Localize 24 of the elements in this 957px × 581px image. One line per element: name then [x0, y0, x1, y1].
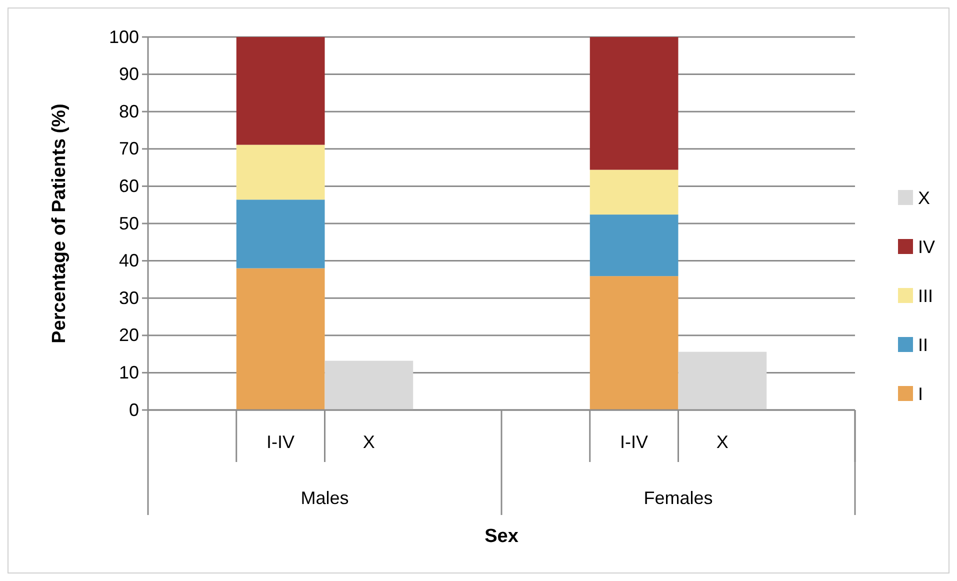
y-axis-title: Percentage of Patients (%) [49, 104, 70, 344]
legend-label: III [918, 286, 934, 306]
y-tick-label: 60 [118, 176, 139, 196]
text: Males [300, 488, 349, 508]
y-tick-label: 70 [118, 138, 139, 159]
x-tick-label: X [362, 432, 375, 452]
legend-label: X [918, 188, 930, 208]
y-tick-label: 20 [118, 325, 139, 346]
legend-label: IV [918, 237, 936, 257]
y-tick-label: 10 [118, 362, 139, 382]
legend-label: II [918, 335, 928, 355]
x-tick-label: I-IV [266, 432, 295, 452]
x-axis-title: Sex [484, 526, 519, 547]
x-tick-label: X [716, 432, 728, 452]
text: Females [644, 488, 713, 508]
y-tick-label: 80 [118, 101, 139, 122]
x-tick-label: I-IV [620, 432, 648, 452]
legend-label: I [918, 384, 924, 404]
y-tick-label: 90 [118, 64, 139, 84]
y-tick-label: 0 [128, 400, 139, 420]
y-tick-label: 40 [118, 250, 139, 271]
y-tick-label: 100 [108, 26, 139, 47]
y-tick-label: 30 [118, 288, 139, 308]
y-tick-label: 50 [118, 213, 139, 234]
